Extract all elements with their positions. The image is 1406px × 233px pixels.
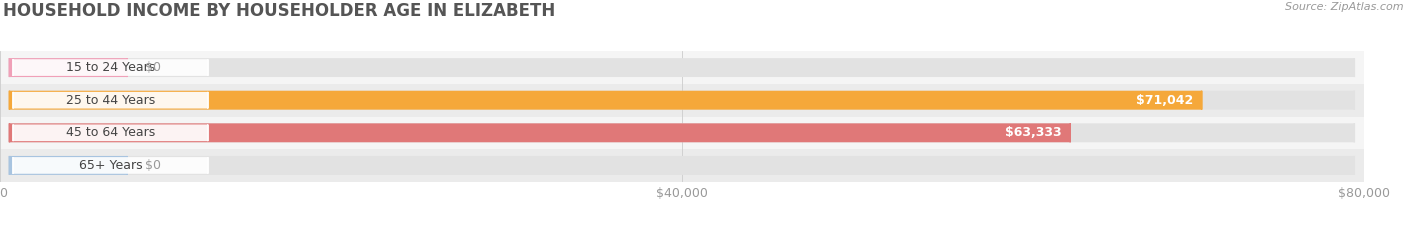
- Text: HOUSEHOLD INCOME BY HOUSEHOLDER AGE IN ELIZABETH: HOUSEHOLD INCOME BY HOUSEHOLDER AGE IN E…: [3, 2, 555, 20]
- Text: $71,042: $71,042: [1136, 94, 1194, 107]
- Text: Source: ZipAtlas.com: Source: ZipAtlas.com: [1285, 2, 1403, 12]
- FancyBboxPatch shape: [13, 157, 208, 174]
- FancyBboxPatch shape: [10, 91, 1202, 110]
- Bar: [0, 116, 1364, 149]
- FancyBboxPatch shape: [10, 156, 1354, 175]
- FancyBboxPatch shape: [10, 156, 127, 175]
- FancyBboxPatch shape: [13, 124, 208, 141]
- FancyBboxPatch shape: [13, 59, 208, 76]
- Text: $0: $0: [145, 159, 160, 172]
- Text: 25 to 44 Years: 25 to 44 Years: [66, 94, 155, 107]
- Bar: [0, 149, 1364, 182]
- Text: 65+ Years: 65+ Years: [79, 159, 142, 172]
- Bar: [0, 84, 1364, 116]
- Bar: [0, 51, 1364, 84]
- FancyBboxPatch shape: [10, 58, 127, 77]
- Text: $63,333: $63,333: [1005, 126, 1062, 139]
- FancyBboxPatch shape: [13, 92, 208, 109]
- Text: $0: $0: [145, 61, 160, 74]
- FancyBboxPatch shape: [10, 58, 1354, 77]
- FancyBboxPatch shape: [10, 91, 1354, 110]
- Text: 15 to 24 Years: 15 to 24 Years: [66, 61, 155, 74]
- FancyBboxPatch shape: [10, 123, 1354, 142]
- FancyBboxPatch shape: [10, 123, 1070, 142]
- Text: 45 to 64 Years: 45 to 64 Years: [66, 126, 155, 139]
